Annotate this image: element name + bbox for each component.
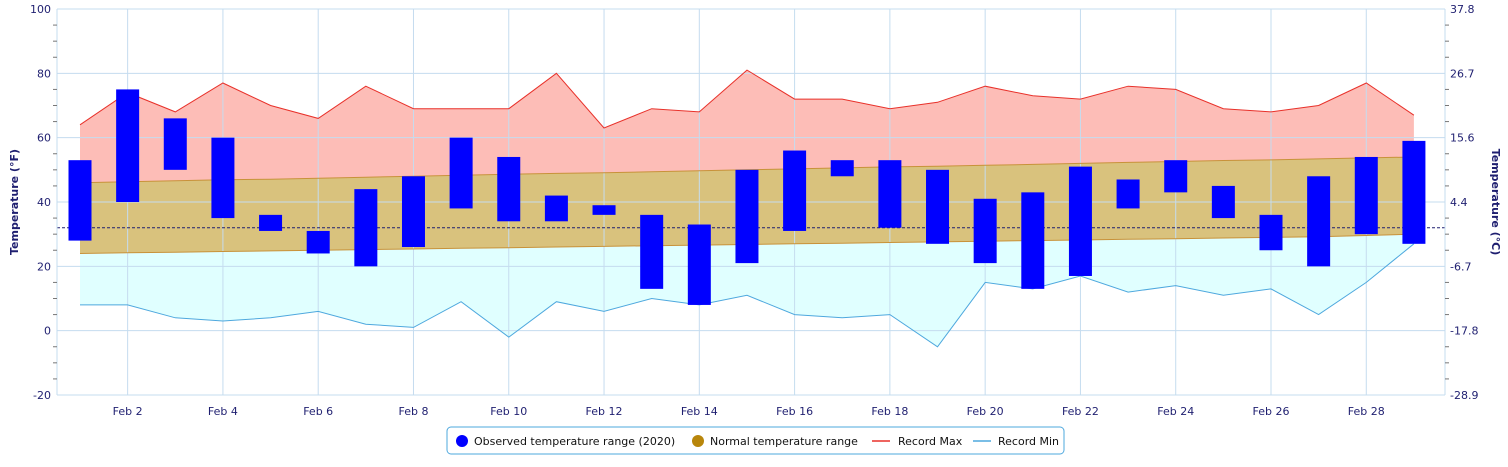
x-tick-label: Feb 28 (1348, 405, 1385, 418)
x-tick-label: Feb 4 (208, 405, 238, 418)
observed-bar (830, 160, 854, 177)
observed-bar (592, 205, 616, 215)
y-left-tick-label: 60 (37, 132, 51, 145)
y-right-tick-label: 37.8 (1450, 3, 1475, 16)
observed-bars (68, 89, 1426, 305)
x-tick-label: Feb 22 (1062, 405, 1099, 418)
y-right-tick-label: -6.7 (1450, 260, 1471, 273)
y-left-tick-label: 40 (37, 196, 51, 209)
legend-record-min-label: Record Min (998, 435, 1059, 448)
y-right-tick-label: 4.4 (1450, 196, 1468, 209)
observed-bar (735, 169, 759, 264)
x-tick-label: Feb 20 (967, 405, 1004, 418)
y-left-tick-label: 0 (44, 325, 51, 338)
observed-bar (687, 224, 711, 305)
observed-bar (1307, 176, 1331, 267)
observed-bar (259, 214, 283, 231)
record-max-line (79, 69, 1415, 129)
y-left-axis-title: Temperature (°F) (8, 149, 21, 255)
observed-bar (1354, 156, 1378, 235)
y-left-tick-label: 20 (37, 260, 51, 273)
observed-bar (401, 176, 425, 248)
observed-bar (926, 169, 950, 244)
y-right-axis-title: Temperature (°C) (1489, 149, 1502, 256)
legend-box (446, 426, 1065, 455)
observed-bar (211, 137, 235, 219)
x-tick-label: Feb 2 (113, 405, 143, 418)
observed-bar (497, 156, 521, 222)
normal-high-line (79, 156, 1414, 184)
x-tick-label: Feb 18 (871, 405, 908, 418)
observed-bar (354, 189, 378, 267)
observed-bar (1259, 214, 1283, 251)
observed-bar (116, 89, 140, 202)
observed-bar (1021, 192, 1045, 289)
legend-normal-label: Normal temperature range (710, 435, 858, 448)
x-tick-label: Feb 10 (490, 405, 527, 418)
axes: -20 0 20 40 60 80 100 -28.9 -17.8 -6.7 4.4 15.6 26.7… (8, 3, 1502, 418)
observed-bar (306, 230, 330, 254)
observed-bar (163, 118, 187, 170)
legend-observed-marker (456, 435, 468, 447)
legend-record-max-label: Record Max (898, 435, 963, 448)
x-tick-label: Feb 24 (1157, 405, 1194, 418)
observed-bar (973, 198, 997, 264)
y-left-tick-label: 80 (37, 67, 51, 80)
observed-bar (544, 195, 568, 222)
observed-bar (1211, 185, 1235, 219)
observed-bar (878, 160, 902, 228)
legend[interactable]: Observed temperature range (2020) Normal … (446, 426, 1065, 455)
y-right-tick-label: 26.7 (1450, 67, 1475, 80)
x-tick-label: Feb 8 (398, 405, 428, 418)
observed-bar (1402, 140, 1426, 244)
legend-observed-label: Observed temperature range (2020) (474, 435, 675, 448)
x-tick-label: Feb 12 (586, 405, 623, 418)
observed-bar (449, 137, 473, 209)
observed-bar (783, 150, 807, 231)
x-tick-label: Feb 16 (776, 405, 813, 418)
observed-bar (1116, 179, 1140, 209)
record-min-line (80, 243, 1415, 348)
observed-bar (1164, 160, 1188, 193)
x-tick-label: Feb 26 (1253, 405, 1290, 418)
observed-bar (1068, 166, 1092, 276)
x-tick-label: Feb 6 (303, 405, 333, 418)
observed-bar (68, 160, 92, 241)
legend-normal-marker (692, 435, 704, 447)
y-right-tick-label: 15.6 (1450, 132, 1475, 145)
y-left-tick-label: -20 (33, 389, 51, 402)
observed-bar (640, 214, 664, 289)
y-left-tick-label: 100 (30, 3, 51, 16)
y-right-tick-label: -17.8 (1450, 325, 1478, 338)
x-tick-label: Feb 14 (681, 405, 718, 418)
y-right-tick-label: -28.9 (1450, 389, 1478, 402)
